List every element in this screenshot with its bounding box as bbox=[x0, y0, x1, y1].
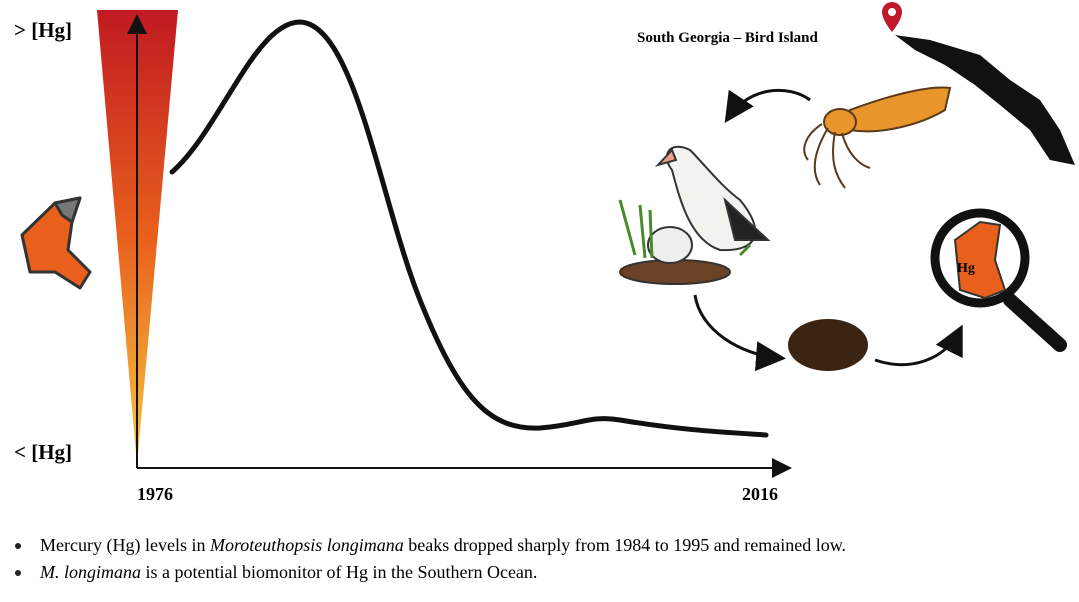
island bbox=[895, 35, 1075, 165]
text: is a potential biomonitor of Hg in the S… bbox=[141, 562, 538, 582]
cycle-arrows bbox=[693, 88, 963, 372]
nest-pile bbox=[788, 319, 868, 371]
end-year: 2016 bbox=[742, 484, 778, 504]
location-label: South Georgia – Bird Island bbox=[637, 30, 819, 46]
bullet: M. longimana is a potential biomonitor o… bbox=[15, 559, 1070, 586]
high-label: > [Hg] bbox=[14, 18, 72, 42]
species-name: M. longimana bbox=[40, 562, 141, 582]
graphic: > [Hg] < [Hg] 1976 2016 South Georgia – … bbox=[14, 2, 1075, 504]
location-pin bbox=[882, 2, 902, 32]
magnifier-label: Hg bbox=[957, 261, 975, 276]
pin-hole bbox=[888, 8, 896, 16]
trend-curve bbox=[169, 19, 769, 438]
start-year: 1976 bbox=[137, 484, 173, 504]
albatross-icon bbox=[618, 145, 771, 285]
text: Mercury (Hg) levels in bbox=[40, 535, 210, 555]
bullet: Mercury (Hg) levels in Moroteuthopsis lo… bbox=[15, 532, 1070, 559]
magnifier-icon: Hg bbox=[930, 208, 1067, 352]
species-name: Moroteuthopsis longimana bbox=[209, 535, 404, 555]
beak-icon bbox=[20, 196, 92, 290]
low-label: < [Hg] bbox=[14, 440, 72, 464]
bullet-list: Mercury (Hg) levels in Moroteuthopsis lo… bbox=[0, 532, 1070, 586]
text: beaks dropped sharply from 1984 to 1995 … bbox=[403, 535, 847, 555]
squid-icon bbox=[803, 86, 952, 189]
